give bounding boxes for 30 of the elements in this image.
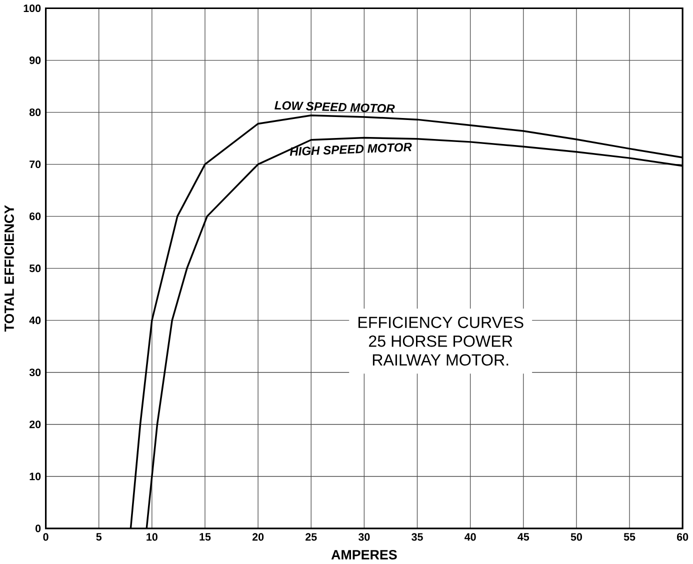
x-tick-label: 50 xyxy=(570,533,582,541)
x-tick-label: 45 xyxy=(518,533,530,541)
annotation: 25 HORSE POWER xyxy=(368,336,512,347)
x-axis-title: AMPERES xyxy=(331,550,397,560)
y-tick-label: 100 xyxy=(24,4,41,12)
annotation: EFFICIENCY CURVES xyxy=(358,316,524,328)
y-tick-label: 10 xyxy=(30,472,41,480)
y-tick-label: 0 xyxy=(36,524,41,532)
y-tick-label: 50 xyxy=(29,264,41,272)
x-tick-label: 5 xyxy=(96,533,102,541)
y-tick-label: 60 xyxy=(30,212,41,220)
series-label: HIGH SPEED MOTOR xyxy=(290,142,412,156)
y-tick-label: 40 xyxy=(29,316,41,324)
x-tick-label: 15 xyxy=(200,533,211,541)
y-axis-title: TOTAL EFFICIENCY xyxy=(4,205,14,332)
annotation: RAILWAY MOTOR. xyxy=(372,354,508,366)
x-tick-label: 20 xyxy=(252,533,264,541)
x-tick-label: 0 xyxy=(43,533,48,541)
x-tick-label: 55 xyxy=(624,533,636,541)
x-tick-label: 35 xyxy=(412,533,423,541)
y-tick-label: 30 xyxy=(29,368,41,376)
y-tick-label: 70 xyxy=(30,160,41,168)
x-tick-label: 10 xyxy=(146,533,158,541)
y-tick-label: 90 xyxy=(30,56,41,64)
x-tick-label: 30 xyxy=(358,533,370,541)
x-tick-label: 60 xyxy=(677,533,688,541)
x-tick-label: 40 xyxy=(464,533,476,541)
y-tick-label: 20 xyxy=(30,420,41,428)
x-tick-label: 25 xyxy=(306,533,317,541)
y-tick-label: 80 xyxy=(29,108,41,116)
